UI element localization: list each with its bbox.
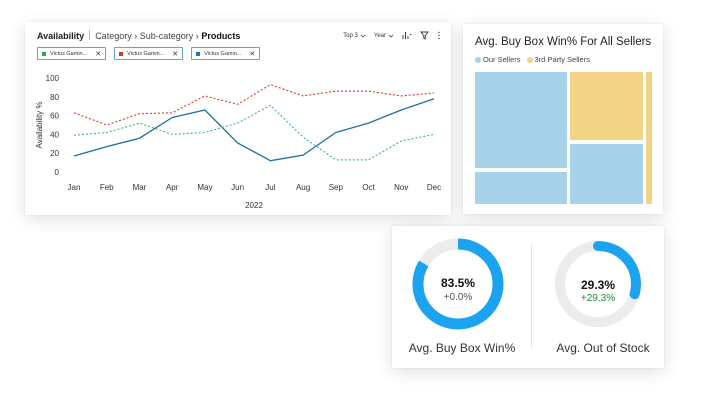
out-of-stock-label: Avg. Out of Stock: [556, 341, 650, 355]
legend-item-our-sellers[interactable]: Our Sellers: [475, 55, 521, 64]
series-line: [73, 98, 435, 162]
treemap-tile[interactable]: [646, 72, 652, 204]
treemap-title: Avg. Buy Box Win% For All Sellers: [475, 36, 652, 48]
kpi-card: 83.5% +0.0% Avg. Buy Box Win% 29.3% +29.…: [392, 226, 664, 368]
y-axis-label: Availability %: [35, 102, 44, 149]
y-tick-label: 80: [50, 93, 59, 102]
breadcrumb-category[interactable]: Category: [95, 31, 132, 41]
series-chip-label: Victus Gamin...: [50, 50, 88, 57]
breadcrumb-separator: ›: [134, 31, 138, 41]
chart-title: Availability: [37, 31, 85, 41]
y-tick-label: 100: [46, 74, 60, 83]
breadcrumb-subcategory[interactable]: Sub-category: [139, 31, 194, 41]
treemap-tile[interactable]: [475, 172, 567, 204]
buy-box-win-delta: +0.0%: [443, 292, 473, 303]
series-line: [73, 104, 435, 161]
y-tick-label: 20: [50, 149, 59, 158]
series-chip[interactable]: Victus Gamin... ✕: [37, 47, 107, 60]
availability-chart-card: Availability Category › Sub-category › Pr…: [25, 22, 451, 215]
legend-label: 3rd Party Sellers: [534, 55, 590, 64]
x-tick-label: Aug: [296, 183, 310, 192]
close-icon[interactable]: ✕: [95, 50, 102, 58]
chart-toolbar: Top 3 Year: [343, 31, 441, 40]
chevron-down-icon: [360, 34, 366, 38]
series-color-swatch: [196, 51, 201, 56]
x-tick-label: Jul: [265, 183, 275, 192]
x-tick-label: Mar: [133, 183, 147, 192]
series-line: [73, 84, 435, 126]
chevron-down-icon: [388, 34, 394, 38]
x-tick-label: Oct: [362, 183, 375, 192]
treemap-legend: Our Sellers 3rd Party Sellers: [475, 55, 590, 64]
top-filter-dropdown[interactable]: Top 3: [343, 33, 366, 39]
ring-progress: [412, 238, 504, 330]
divider: [531, 244, 532, 348]
x-tick-label: Apr: [166, 183, 179, 192]
x-tick-label: Jun: [231, 183, 244, 192]
period-filter-dropdown[interactable]: Year: [374, 33, 394, 39]
series-color-swatch: [42, 51, 46, 56]
close-icon[interactable]: ✕: [172, 50, 179, 58]
out-of-stock-ring: [555, 241, 641, 327]
x-tick-label: May: [197, 183, 212, 192]
more-options-icon[interactable]: [437, 31, 441, 40]
x-axis-label: 2022: [245, 201, 263, 210]
legend-dot: [526, 57, 533, 63]
divider: [89, 30, 91, 40]
series-chip[interactable]: Victus Gamin... ✕: [114, 47, 184, 60]
buy-box-win-label: Avg. Buy Box Win%: [408, 341, 516, 355]
close-icon[interactable]: ✕: [249, 50, 256, 58]
x-tick-label: Dec: [427, 183, 441, 192]
buy-box-win-ring: [412, 238, 504, 330]
buy-box-win-value: 83.5%: [440, 276, 476, 290]
line-chart: 0 20 40 60 80 100 Jan Feb Mar Apr May Jun Jul Aug Sep O…: [35, 74, 441, 210]
chart-type-icon[interactable]: [402, 31, 412, 40]
series-chip[interactable]: Victus Gamin... ✕: [191, 47, 261, 60]
series-chip-label: Victus Gamin...: [204, 50, 242, 57]
series-color-swatch: [119, 51, 124, 56]
x-tick-label: Sep: [329, 183, 344, 192]
breadcrumb-products[interactable]: Products: [201, 31, 241, 41]
series-filter-chips: Victus Gamin... ✕ Victus Gamin... ✕ Vict…: [37, 47, 261, 60]
y-tick-label: 40: [50, 130, 59, 139]
filter-icon[interactable]: [420, 31, 429, 40]
breadcrumb: Availability Category › Sub-category › Pr…: [37, 30, 240, 41]
y-tick-label: 0: [55, 168, 60, 177]
treemap-tile[interactable]: [570, 72, 643, 140]
x-tick-label: Jan: [68, 183, 81, 192]
treemap-tile[interactable]: [570, 144, 643, 204]
out-of-stock-delta: +29.3%: [580, 293, 616, 304]
series-chip-label: Victus Gamin...: [127, 50, 165, 57]
legend-label: Our Sellers: [483, 55, 521, 64]
x-tick-label: Nov: [394, 183, 408, 192]
treemap-tile[interactable]: [475, 72, 567, 168]
breadcrumb-separator: ›: [195, 31, 199, 41]
x-tick-label: Feb: [100, 183, 114, 192]
legend-dot: [475, 57, 481, 63]
legend-item-3rd-party-sellers[interactable]: 3rd Party Sellers: [526, 55, 590, 64]
buy-box-treemap-card: Avg. Buy Box Win% For All Sellers Our Se…: [463, 24, 663, 214]
period-filter-label: Year: [373, 32, 386, 39]
ring-progress: [555, 241, 641, 327]
top-filter-label: Top 3: [343, 32, 358, 39]
y-tick-label: 60: [50, 112, 59, 121]
out-of-stock-value: 29.3%: [580, 278, 616, 292]
